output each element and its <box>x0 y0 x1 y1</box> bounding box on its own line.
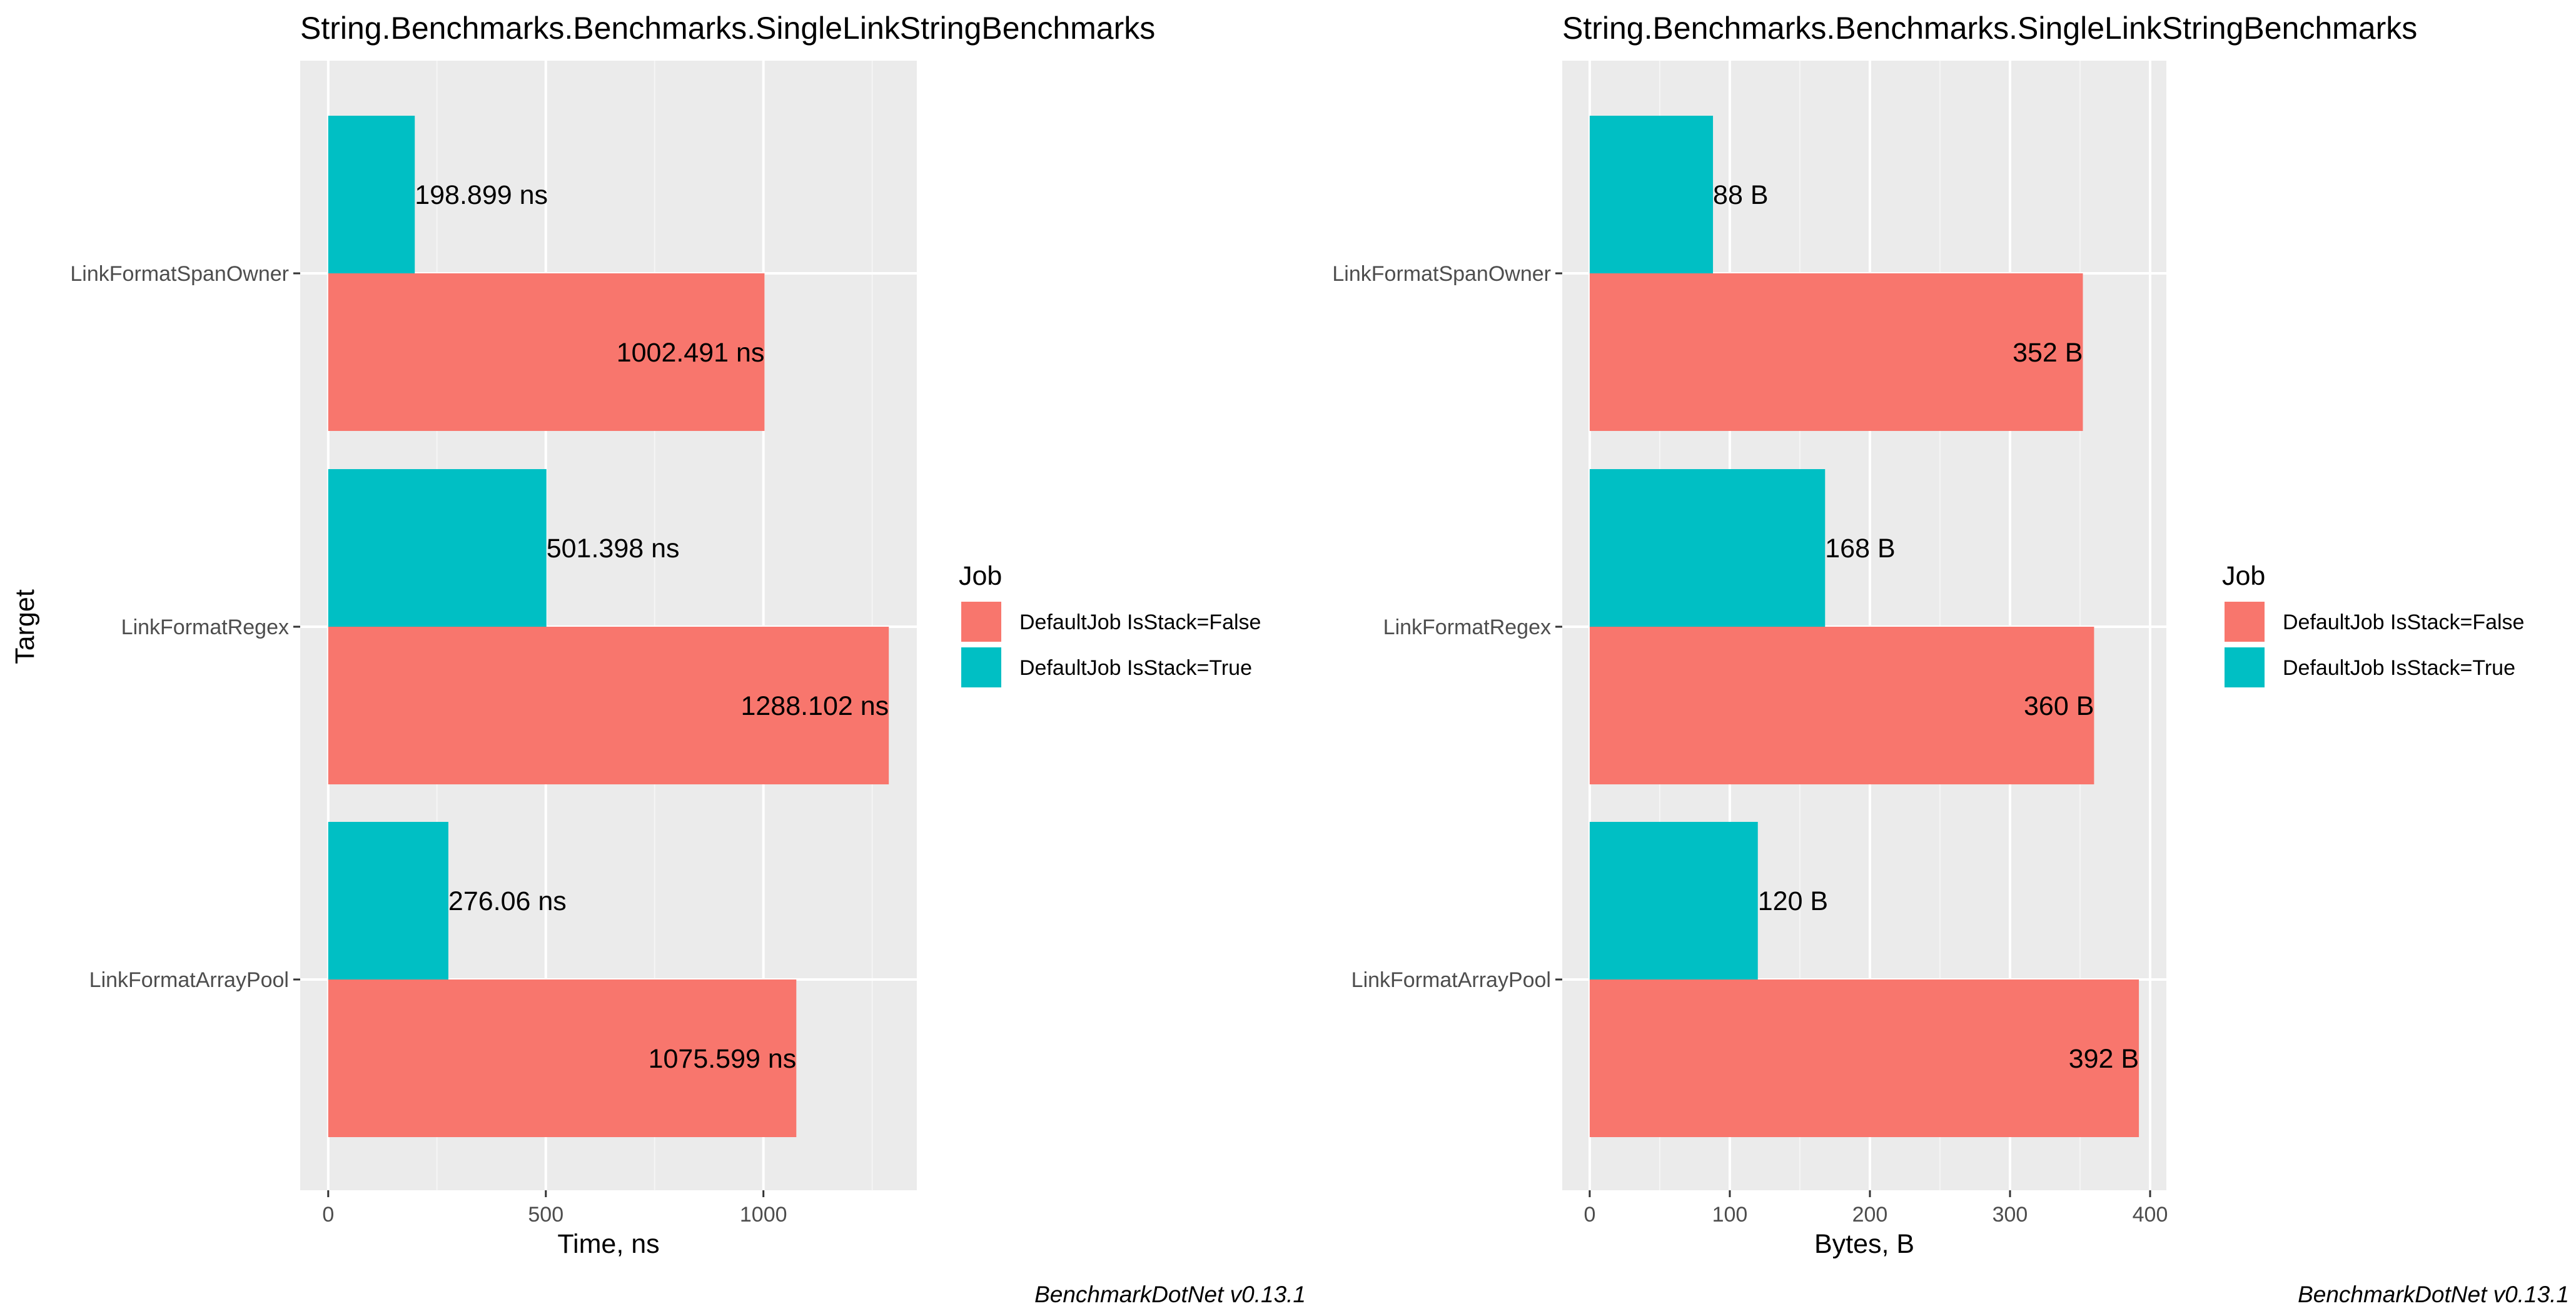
y-tick-label: LinkFormatSpanOwner <box>70 262 289 286</box>
x-tick-label: 200 <box>1852 1203 1888 1227</box>
bar <box>328 627 889 784</box>
caption: BenchmarkDotNet v0.13.1 <box>2298 1282 2569 1307</box>
legend-label: DefaultJob IsStack=False <box>2283 610 2524 634</box>
x-tick-label: 400 <box>2133 1203 2168 1227</box>
bar <box>1589 116 1714 273</box>
legend-swatch <box>2225 602 2265 642</box>
y-tick-label: LinkFormatRegex <box>1383 615 1551 639</box>
bar <box>328 822 448 979</box>
y-tick-label: LinkFormatArrayPool <box>1351 968 1551 992</box>
chart-title: String.Benchmarks.Benchmarks.SingleLinkS… <box>1562 11 2417 46</box>
legend-label: DefaultJob IsStack=False <box>1019 610 1261 634</box>
x-tick-label: 500 <box>528 1203 563 1227</box>
x-tick-label: 0 <box>322 1203 334 1227</box>
data-label: 88 B <box>1713 180 1768 210</box>
data-label: 1288.102 ns <box>740 691 889 721</box>
x-tick-label: 300 <box>1993 1203 2028 1227</box>
data-label: 352 B <box>2013 338 2083 368</box>
data-label: 360 B <box>2024 691 2094 721</box>
data-label: 1002.491 ns <box>617 338 765 368</box>
bar <box>328 273 765 431</box>
data-label: 1075.599 ns <box>649 1044 797 1074</box>
data-label: 198.899 ns <box>415 180 548 210</box>
data-label: 276.06 ns <box>448 886 567 916</box>
legend-swatch <box>2225 647 2265 687</box>
y-axis-title: Target <box>10 589 40 664</box>
bar <box>1589 822 1758 979</box>
y-tick-label: LinkFormatRegex <box>121 615 289 639</box>
data-label: 501.398 ns <box>547 534 680 564</box>
data-label: 392 B <box>2069 1044 2139 1074</box>
legend-swatch <box>961 602 1001 642</box>
legend-label: DefaultJob IsStack=True <box>2283 656 2515 680</box>
x-axis-title: Bytes, B <box>1814 1229 1914 1259</box>
chart-title: String.Benchmarks.Benchmarks.SingleLinkS… <box>300 11 1155 46</box>
chart-2: String.Benchmarks.Benchmarks.SingleLinkS… <box>1332 11 2569 1307</box>
bar <box>1589 979 2139 1137</box>
legend: Job DefaultJob IsStack=False DefaultJob Is… <box>2222 561 2524 687</box>
y-tick-label: LinkFormatArrayPool <box>89 968 289 992</box>
data-label: 168 B <box>1825 534 1895 564</box>
legend-title: Job <box>2222 561 2265 591</box>
legend-swatch <box>961 647 1001 687</box>
x-tick-label: 0 <box>1583 1203 1595 1227</box>
bar <box>1589 273 2083 431</box>
x-axis-title: Time, ns <box>557 1229 659 1259</box>
chart-1: String.Benchmarks.Benchmarks.SingleLinkS… <box>70 11 1306 1307</box>
bar <box>328 469 547 627</box>
bar <box>1589 469 1826 627</box>
caption: BenchmarkDotNet v0.13.1 <box>1034 1282 1306 1307</box>
legend: Job DefaultJob IsStack=False DefaultJob Is… <box>959 561 1261 687</box>
x-tick-label: 100 <box>1712 1203 1748 1227</box>
y-tick-label: LinkFormatSpanOwner <box>1332 262 1551 286</box>
bar <box>1589 627 2094 784</box>
bar <box>328 979 797 1137</box>
bar <box>328 116 415 273</box>
data-label: 120 B <box>1758 886 1828 916</box>
legend-title: Job <box>959 561 1002 591</box>
x-tick-label: 1000 <box>740 1203 787 1227</box>
legend-label: DefaultJob IsStack=True <box>1019 656 1252 680</box>
